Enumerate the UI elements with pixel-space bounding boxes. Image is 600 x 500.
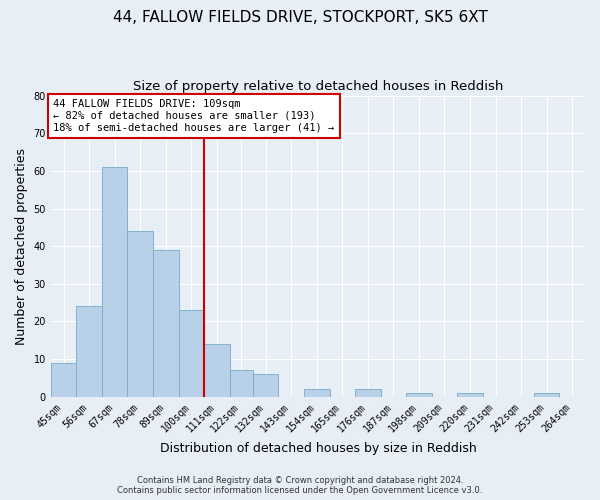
Bar xyxy=(179,310,204,397)
Title: Size of property relative to detached houses in Reddish: Size of property relative to detached ho… xyxy=(133,80,503,93)
Bar xyxy=(253,374,278,397)
Bar xyxy=(51,363,76,397)
Bar xyxy=(304,390,329,397)
Bar xyxy=(406,393,432,397)
Bar xyxy=(534,393,559,397)
Text: 44, FALLOW FIELDS DRIVE, STOCKPORT, SK5 6XT: 44, FALLOW FIELDS DRIVE, STOCKPORT, SK5 … xyxy=(113,10,487,25)
Text: Contains HM Land Registry data © Crown copyright and database right 2024.
Contai: Contains HM Land Registry data © Crown c… xyxy=(118,476,482,495)
Y-axis label: Number of detached properties: Number of detached properties xyxy=(15,148,28,344)
Bar xyxy=(102,167,127,397)
Bar xyxy=(457,393,483,397)
Bar xyxy=(355,390,380,397)
Bar xyxy=(153,250,179,397)
Bar xyxy=(127,231,153,397)
Bar xyxy=(76,306,102,397)
Text: 44 FALLOW FIELDS DRIVE: 109sqm
← 82% of detached houses are smaller (193)
18% of: 44 FALLOW FIELDS DRIVE: 109sqm ← 82% of … xyxy=(53,100,334,132)
Bar xyxy=(204,344,230,397)
X-axis label: Distribution of detached houses by size in Reddish: Distribution of detached houses by size … xyxy=(160,442,476,455)
Bar xyxy=(230,370,253,397)
